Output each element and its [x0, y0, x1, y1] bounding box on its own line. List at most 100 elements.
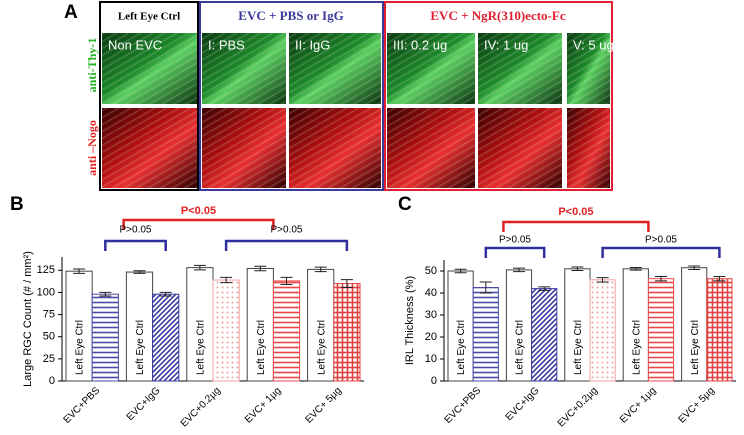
micrographs: Non EVC I: PBS II: IgG III: 0.2 ug IV: 1 ug V…: [102, 33, 614, 188]
y-tick-label: 40: [425, 287, 437, 299]
bracket: [104, 239, 167, 251]
error-bar: [314, 266, 327, 273]
bracket: [502, 220, 650, 232]
y-tick-label: 20: [425, 331, 437, 343]
bar: [706, 278, 733, 382]
bar: [65, 270, 93, 382]
micrograph-texture: [202, 108, 286, 188]
micrograph-texture: [102, 108, 197, 188]
x-tick-label: EVC+ 5µg: [303, 385, 343, 425]
bar-label: Left Eye Ctrl: [196, 320, 207, 375]
y-axis-label: IRL Thickness (%): [404, 276, 416, 365]
error-bar: [254, 265, 267, 272]
group-box: [384, 1, 613, 191]
y-tick-label: 10: [425, 353, 437, 365]
y-tick-label: 75: [43, 308, 55, 320]
bar: [212, 279, 240, 382]
bar: [333, 283, 361, 382]
annotation: P>0.05: [271, 225, 303, 236]
x-tick-label: EVC+PBS: [62, 385, 103, 426]
group-box: [199, 1, 384, 191]
micrograph-texture: [478, 108, 562, 188]
y-tick-label: 125: [37, 264, 55, 276]
x-tick-label: EVC+PBS: [443, 385, 484, 426]
bar-label: Left Eye Ctrl: [573, 320, 584, 375]
panel-label: B: [10, 194, 24, 215]
annotation: P<0.05: [181, 205, 216, 217]
bar-label: Left Eye Ctrl: [256, 320, 267, 375]
y-tick-label: 50: [43, 331, 55, 343]
row-label: anti –Nogo: [85, 120, 99, 176]
bar: [472, 287, 499, 382]
bar-label: Left Eye Ctrl: [690, 320, 701, 375]
y-tick-label: 0: [431, 375, 437, 387]
y-axis-label: Large RGC Count (# / mm²): [22, 251, 34, 387]
bracket: [601, 246, 721, 258]
bar: [589, 279, 616, 382]
micrograph-texture: [478, 33, 562, 104]
x-tick-label: EVC+ 5µg: [676, 385, 716, 425]
y-tick-label: 100: [37, 286, 55, 298]
x-tick-label: EVC+IgG: [125, 385, 163, 423]
error-bar: [73, 268, 86, 274]
error-bar: [596, 277, 609, 283]
error-bar: [454, 268, 467, 274]
y-tick-label: 50: [425, 265, 437, 277]
bar-label: Left Eye Ctrl: [75, 320, 86, 375]
panel-label: A: [64, 2, 78, 23]
error-bar: [513, 267, 525, 273]
bracket: [122, 218, 275, 230]
bar-label: Left Eye Ctrl: [135, 320, 146, 375]
bar: [272, 280, 301, 382]
panel-a: A Left Eye Ctrl EVC + PBS or IgG EVC + N…: [64, 1, 614, 191]
error-bar: [571, 266, 584, 272]
error-bar: [193, 264, 206, 271]
x-tick-label: EVC+0.2µg: [556, 385, 600, 429]
column-label: I: PBS: [208, 37, 245, 52]
y-tick-label: 30: [425, 309, 437, 321]
bracket: [224, 239, 349, 251]
row-label: anti-Thy-1: [85, 38, 99, 93]
error-bar: [688, 265, 701, 270]
column-label: Non EVC: [108, 37, 162, 52]
column-label: V: 5 ug: [573, 37, 614, 52]
x-tick-label: EVC+ 1µg: [243, 385, 283, 425]
error-bar: [220, 276, 233, 284]
micrograph-texture: [202, 33, 286, 104]
y-tick-label: 0: [49, 375, 55, 387]
micrograph-texture: [387, 33, 475, 104]
annotation: P<0.05: [558, 206, 593, 218]
error-bar: [99, 291, 112, 297]
y-tick-label: 25: [43, 353, 55, 365]
bar-label: Left Eye Ctrl: [456, 320, 467, 375]
annotation: P>0.05: [120, 225, 152, 236]
panel-label: C: [398, 194, 412, 215]
column-label: IV: 1 ug: [484, 37, 528, 52]
group-title: Left Eye Ctrl: [118, 11, 180, 23]
bar: [531, 288, 558, 382]
micrograph-texture: [567, 108, 610, 188]
error-bar: [133, 270, 146, 274]
micrograph-texture: [102, 33, 197, 104]
micrograph-texture: [289, 108, 381, 188]
x-tick-label: EVC+0.2µg: [179, 385, 223, 429]
micrograph-texture: [567, 33, 610, 104]
annotation: P>0.05: [499, 235, 531, 246]
bar: [647, 278, 675, 382]
bar: [307, 268, 335, 382]
x-tick-label: EVC+ 1µg: [618, 385, 658, 425]
bar-label: Left Eye Ctrl: [316, 320, 327, 375]
bar-label: Left Eye Ctrl: [631, 320, 642, 375]
error-bar: [340, 279, 353, 289]
group-box: [99, 1, 199, 191]
error-bar: [713, 276, 726, 282]
micrograph-texture: [387, 108, 475, 188]
group-title: EVC + PBS or IgG: [238, 8, 343, 23]
column-label: II: IgG: [295, 37, 330, 52]
group-title: EVC + NgR(310)ecto-Fc: [430, 8, 565, 23]
annotation: P>0.05: [645, 235, 677, 246]
bracket: [484, 246, 546, 258]
x-tick-label: EVC+IgG: [504, 385, 542, 423]
micrograph-texture: [289, 33, 381, 104]
